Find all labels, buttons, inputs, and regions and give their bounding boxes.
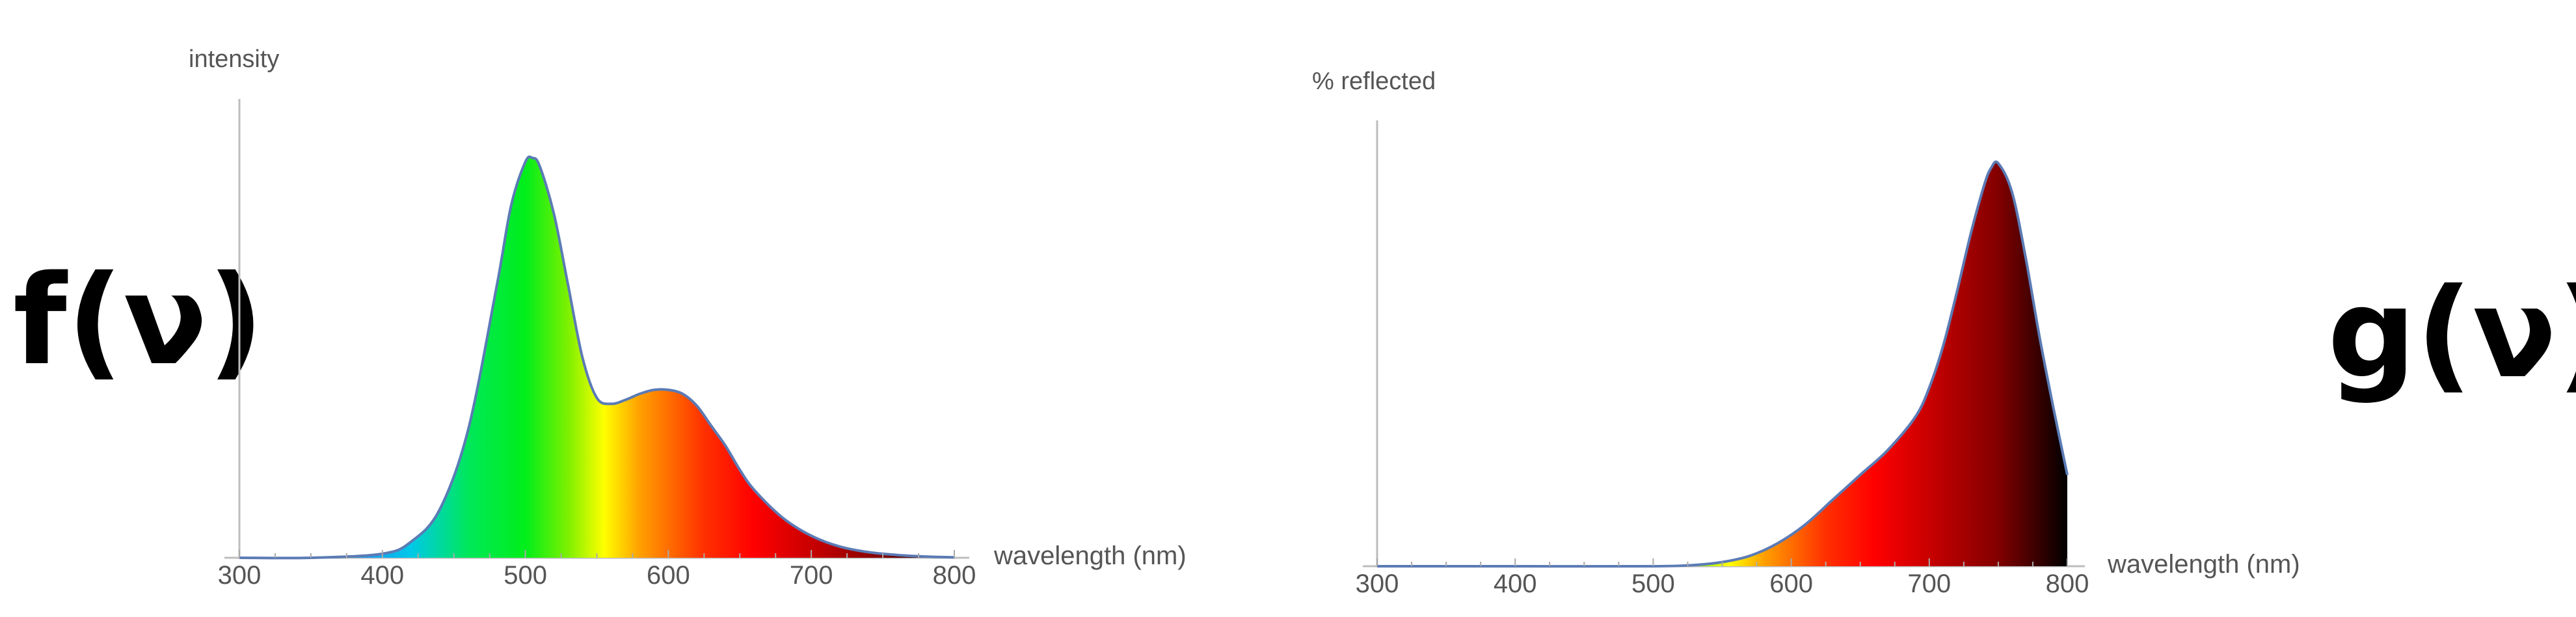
curve-area-fill [1377, 161, 2067, 567]
chart-intensity: intensity wavelength (nm) 300 400 500 600 70… [189, 46, 1187, 590]
x-tick-label-700: 700 [790, 561, 833, 590]
data-point-600 [668, 390, 669, 391]
data-point-540 [582, 357, 583, 358]
x-tick-group: 300 400 500 600 700 800 [218, 550, 976, 590]
curve-area-fill [239, 156, 954, 558]
data-point-630 [1832, 499, 1833, 500]
x-tick-label-500: 500 [1631, 569, 1675, 598]
data-point-500 [525, 161, 526, 162]
x-tick-label-800: 800 [2046, 569, 2089, 598]
function-label-g: g(ν) [2328, 262, 2576, 405]
chart-reflectance: % reflected wavelength (nm) 300 400 500 600… [1312, 68, 2300, 598]
data-point-660 [754, 489, 755, 490]
curve-line [1377, 160, 2069, 568]
curve-group [239, 155, 955, 560]
x-tick-group: 300 400 500 600 700 800 [1356, 558, 2089, 598]
x-axis-title: wavelength (nm) [993, 542, 1187, 570]
curve-group [1377, 160, 2069, 568]
y-axis-title: % reflected [1312, 68, 1436, 95]
x-axis-title: wavelength (nm) [2107, 550, 2300, 579]
data-point-510 [539, 166, 540, 167]
data-point-745 [1991, 167, 1992, 168]
x-tick-label-400: 400 [1494, 569, 1537, 598]
x-tick-label-400: 400 [360, 561, 404, 590]
data-point-740 [868, 552, 869, 553]
x-tick-label-700: 700 [1907, 569, 1951, 598]
function-label-f: f(ν) [13, 249, 264, 392]
data-point-760 [2012, 192, 2013, 193]
x-tick-label-800: 800 [933, 561, 976, 590]
curve-line [239, 155, 955, 560]
x-tick-label-300: 300 [218, 561, 262, 590]
data-point-790 [2053, 408, 2054, 409]
x-tick-label-300: 300 [1356, 569, 1399, 598]
x-tick-label-600: 600 [647, 561, 690, 590]
data-point-800 [2067, 474, 2068, 475]
x-tick-label-500: 500 [503, 561, 547, 590]
y-axis-title: intensity [189, 46, 279, 73]
x-tick-label-600: 600 [1769, 569, 1813, 598]
